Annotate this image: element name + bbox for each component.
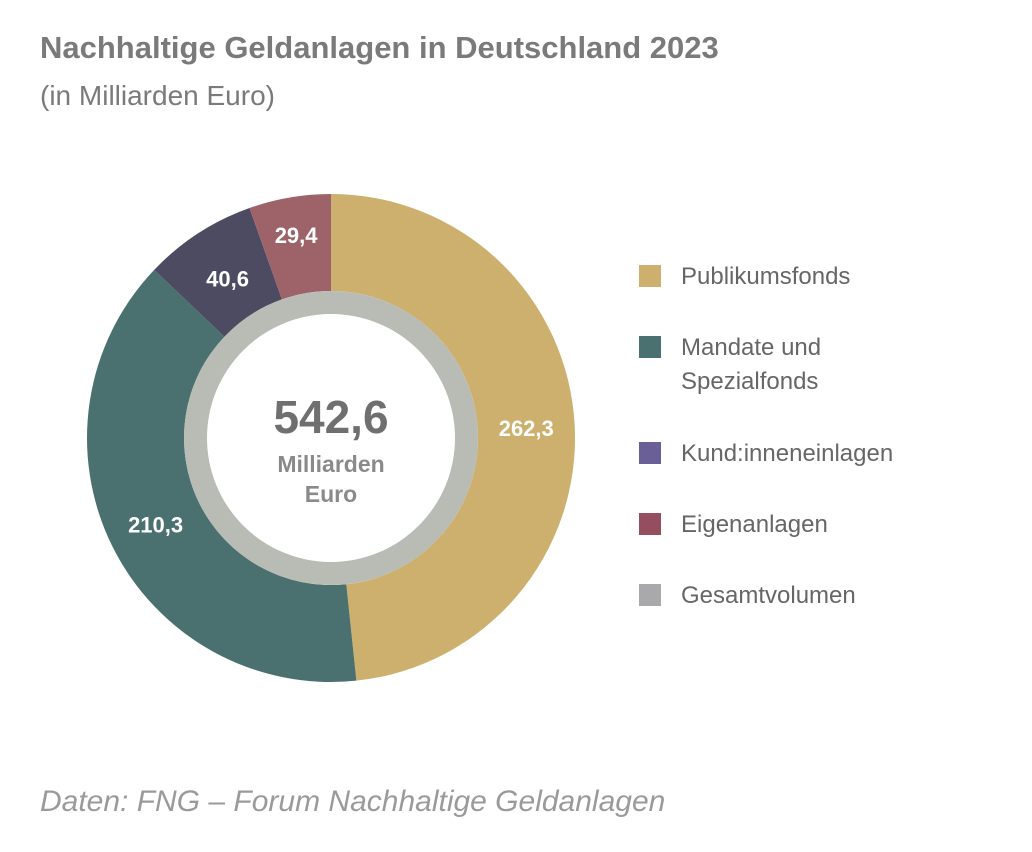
legend-label: Gesamtvolumen	[681, 582, 856, 609]
slice-label-mandate-und-spezialfonds: 210,3	[128, 512, 183, 537]
slice-labels: 262,3 210,3 40,6 29,4	[128, 223, 554, 537]
total-unit-line: Milliarden	[277, 451, 384, 477]
legend-label: Mandate und	[681, 334, 821, 361]
slice-kund-inneneinlagen	[154, 208, 282, 337]
legend: Publikumsfonds Mandate und Spezialfonds Kun…	[639, 263, 893, 609]
slice-label-publikumsfonds: 262,3	[499, 416, 554, 441]
slice-mandate-und-spezialfonds	[87, 269, 357, 682]
chart-subtitle: (in Milliarden Euro)	[40, 80, 275, 111]
slice-publikumsfonds	[331, 194, 575, 681]
donut-slices	[87, 194, 575, 682]
total-unit-line: Euro	[305, 481, 357, 507]
legend-label: Kund:inneneinlagen	[681, 440, 893, 467]
donut-hole	[207, 314, 455, 562]
legend-swatch	[639, 336, 661, 358]
legend-swatch	[639, 584, 661, 606]
slice-eigenanlagen	[249, 194, 331, 300]
legend-swatch	[639, 265, 661, 287]
donut-center: 542,6 Milliarden Euro	[184, 291, 478, 585]
legend-swatch	[639, 442, 661, 464]
legend-item-mandate-und-spezialfonds: Mandate und Spezialfonds	[639, 334, 821, 395]
legend-swatch	[639, 513, 661, 535]
legend-label: Spezialfonds	[681, 368, 818, 395]
slice-label-eigenanlagen: 29,4	[275, 223, 319, 248]
chart-title: Nachhaltige Geldanlagen in Deutschland 2…	[40, 30, 719, 65]
total-value: 542,6	[273, 391, 388, 443]
legend-label: Eigenanlagen	[681, 511, 828, 538]
legend-label: Publikumsfonds	[681, 263, 850, 290]
legend-item-eigenanlagen: Eigenanlagen	[639, 511, 828, 538]
legend-item-publikumsfonds: Publikumsfonds	[639, 263, 850, 290]
slice-label-kund-inneneinlagen: 40,6	[206, 267, 249, 292]
legend-item-kund-inneneinlagen: Kund:inneneinlagen	[639, 440, 893, 467]
legend-item-gesamtvolumen: Gesamtvolumen	[639, 582, 856, 609]
source-note: Daten: FNG – Forum Nachhaltige Geldanlag…	[40, 785, 666, 818]
